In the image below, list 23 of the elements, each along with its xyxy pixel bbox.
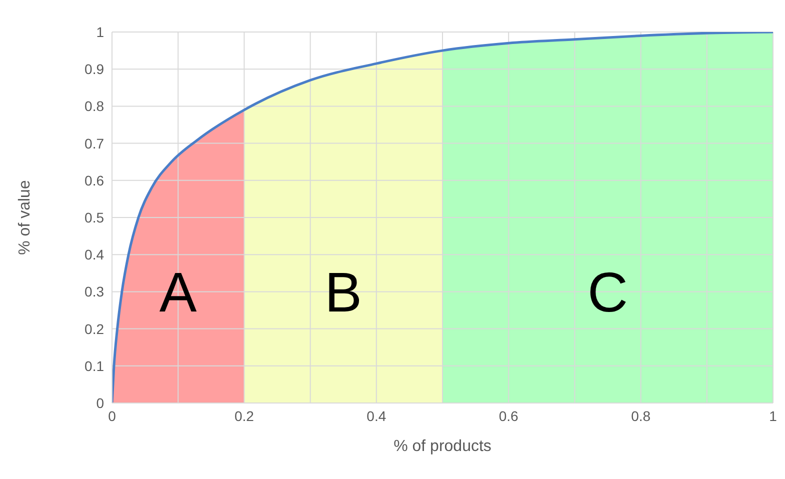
y-axis-title: % of value [16,180,34,255]
y-tick-label: 0.8 [84,98,104,114]
x-tick-label: 0.2 [234,408,254,424]
x-tick-label: 0.4 [366,408,386,424]
annotation: A [159,260,198,324]
x-tick-label: 1 [769,408,778,424]
y-tick-label: 0.3 [84,284,104,300]
line-series [112,32,773,403]
y-tick-label: 0.9 [84,61,104,78]
y-tick-label: 1 [96,24,104,40]
y-tick-label: 0.5 [84,209,104,226]
x-tick-label: 0 [108,408,116,424]
y-tick-label: 0.1 [84,358,104,374]
x-axis-title: % of products [394,438,492,455]
y-tick-label: 0.7 [84,135,104,152]
annotation: B [324,260,362,324]
y-tick-label: 0 [96,394,104,411]
y-tick-label: 0.2 [84,320,104,337]
y-tick-label: 0.6 [84,172,104,188]
annotation: C [588,260,628,324]
y-tick-label: 0.4 [84,246,104,263]
x-tick-label: 0.6 [498,408,519,424]
x-tick-label: 0.8 [631,408,651,424]
